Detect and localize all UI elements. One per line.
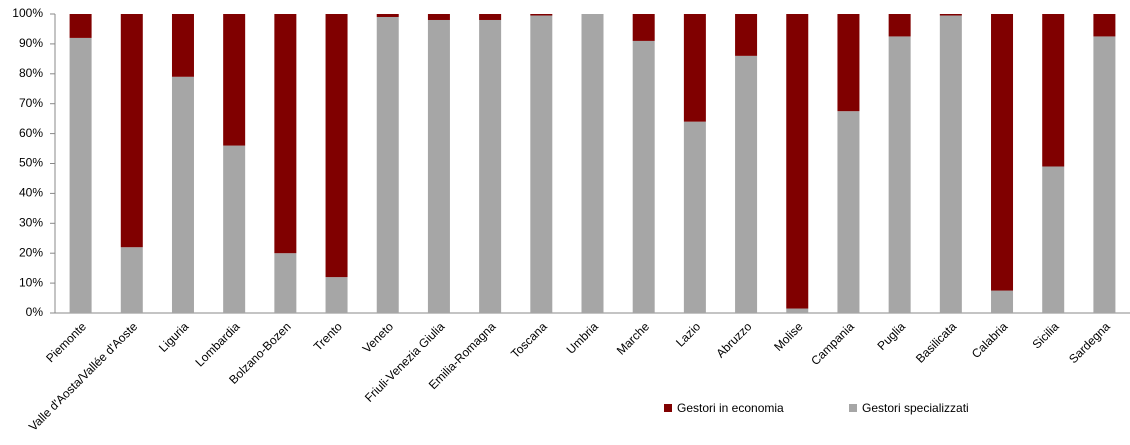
y-tick-label: 30% xyxy=(19,215,43,229)
x-tick-label: Calabria xyxy=(969,319,1011,361)
x-tick-label: Piemonte xyxy=(43,319,89,365)
bar-segment xyxy=(427,19,450,313)
x-tick-label: Trento xyxy=(311,319,345,353)
bar-segment xyxy=(325,14,348,278)
x-tick-label: Valle d'Aosta/Vallée d'Aoste xyxy=(26,319,140,433)
bar-segment xyxy=(837,111,860,313)
bar-segment xyxy=(632,40,655,313)
bar-segment xyxy=(991,290,1014,313)
bar-segment xyxy=(1093,14,1116,37)
bar-segment xyxy=(376,14,399,17)
x-tick-label: Toscana xyxy=(508,319,550,361)
x-tick-label: Lombardia xyxy=(193,319,243,369)
x-tick-label: Puglia xyxy=(875,319,909,353)
bar-segment xyxy=(223,145,246,313)
y-tick-label: 20% xyxy=(19,245,43,259)
bar-segment xyxy=(837,14,860,112)
y-tick-label: 80% xyxy=(19,66,43,80)
bar-segment xyxy=(171,14,194,77)
y-tick-label: 60% xyxy=(19,126,43,140)
x-tick-label: Sicilia xyxy=(1030,319,1062,351)
x-tick-label: Veneto xyxy=(360,319,397,356)
y-tick-label: 10% xyxy=(19,275,43,289)
bar-segment xyxy=(530,15,553,314)
bar-segment xyxy=(376,16,399,314)
bar-segment xyxy=(69,37,92,314)
bar-segment xyxy=(479,19,502,313)
bar-segment xyxy=(120,247,143,313)
bar-segment xyxy=(69,14,92,38)
legend-swatch xyxy=(664,404,672,412)
bar-segment xyxy=(888,36,911,314)
x-tick-label: Abruzzo xyxy=(713,319,754,360)
legend-label: Gestori specializzati xyxy=(862,401,969,415)
bar-segment xyxy=(683,14,706,122)
bar-segment xyxy=(632,14,655,41)
y-tick-label: 0% xyxy=(26,305,44,319)
x-tick-label: Basilicata xyxy=(913,319,959,365)
x-tick-label: Marche xyxy=(614,319,652,357)
bar-segment xyxy=(223,14,246,146)
bar-segment xyxy=(171,76,194,313)
x-tick-label: Liguria xyxy=(156,319,192,355)
bar-segment xyxy=(939,14,962,16)
bar-segment xyxy=(530,14,553,16)
bar-segment xyxy=(735,14,758,56)
bar-segment xyxy=(427,14,450,20)
y-tick-label: 40% xyxy=(19,186,43,200)
y-tick-label: 70% xyxy=(19,96,43,110)
bar-segment xyxy=(120,14,143,248)
bar-segment xyxy=(735,55,758,314)
bar-segment xyxy=(1093,36,1116,314)
legend-swatch xyxy=(849,404,857,412)
bar-segment xyxy=(939,15,962,314)
x-tick-label: Molise xyxy=(771,319,806,354)
bar-segment xyxy=(683,121,706,313)
y-tick-label: 90% xyxy=(19,36,43,50)
bar-segment xyxy=(581,14,604,313)
bar-segment xyxy=(325,277,348,313)
x-tick-label: Campania xyxy=(808,319,857,368)
bar-segment xyxy=(479,14,502,20)
x-tick-label: Sardegna xyxy=(1066,319,1113,366)
legend-label: Gestori in economia xyxy=(677,401,784,415)
bar-segment xyxy=(1042,14,1065,167)
bar-segment xyxy=(1042,166,1065,313)
bar-segment xyxy=(888,14,911,37)
bar-segment xyxy=(274,253,297,313)
bar-segment xyxy=(991,14,1014,291)
x-tick-label: Umbria xyxy=(564,319,601,356)
bar-segment xyxy=(274,14,297,254)
y-tick-label: 100% xyxy=(12,6,43,20)
x-tick-label: Lazio xyxy=(673,319,703,349)
bar-segment xyxy=(786,14,809,309)
y-tick-label: 50% xyxy=(19,156,43,170)
bar-segment xyxy=(786,308,809,313)
